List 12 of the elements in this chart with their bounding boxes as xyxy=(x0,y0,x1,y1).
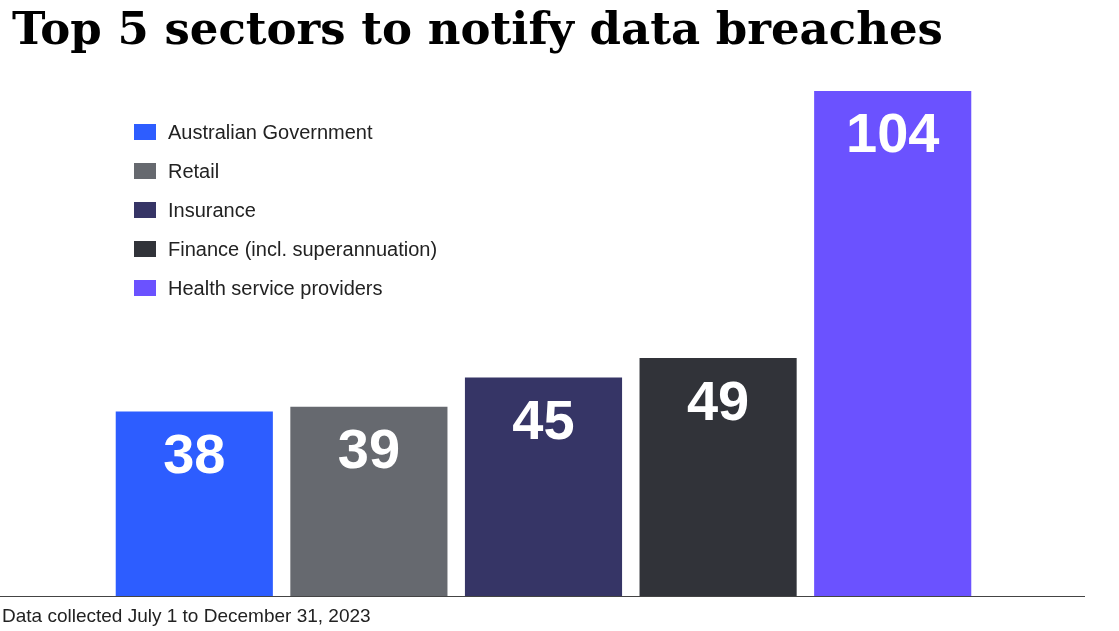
legend-label: Health service providers xyxy=(168,276,383,300)
data-label: 45 xyxy=(512,387,575,451)
legend-label: Australian Government xyxy=(168,120,373,144)
data-label: 104 xyxy=(845,101,940,165)
data-label: 38 xyxy=(163,421,226,485)
text: Data collected July 1 to December 31, 2023 xyxy=(2,605,371,627)
chart-title: Top 5 sectors to notify data breaches xyxy=(12,2,943,55)
data-label: 49 xyxy=(686,368,750,432)
legend-label: Finance (incl. superannuation) xyxy=(168,237,438,261)
data-label: 39 xyxy=(337,417,401,481)
legend-label: Retail xyxy=(168,159,220,183)
legend-label: Insurance xyxy=(168,198,256,222)
